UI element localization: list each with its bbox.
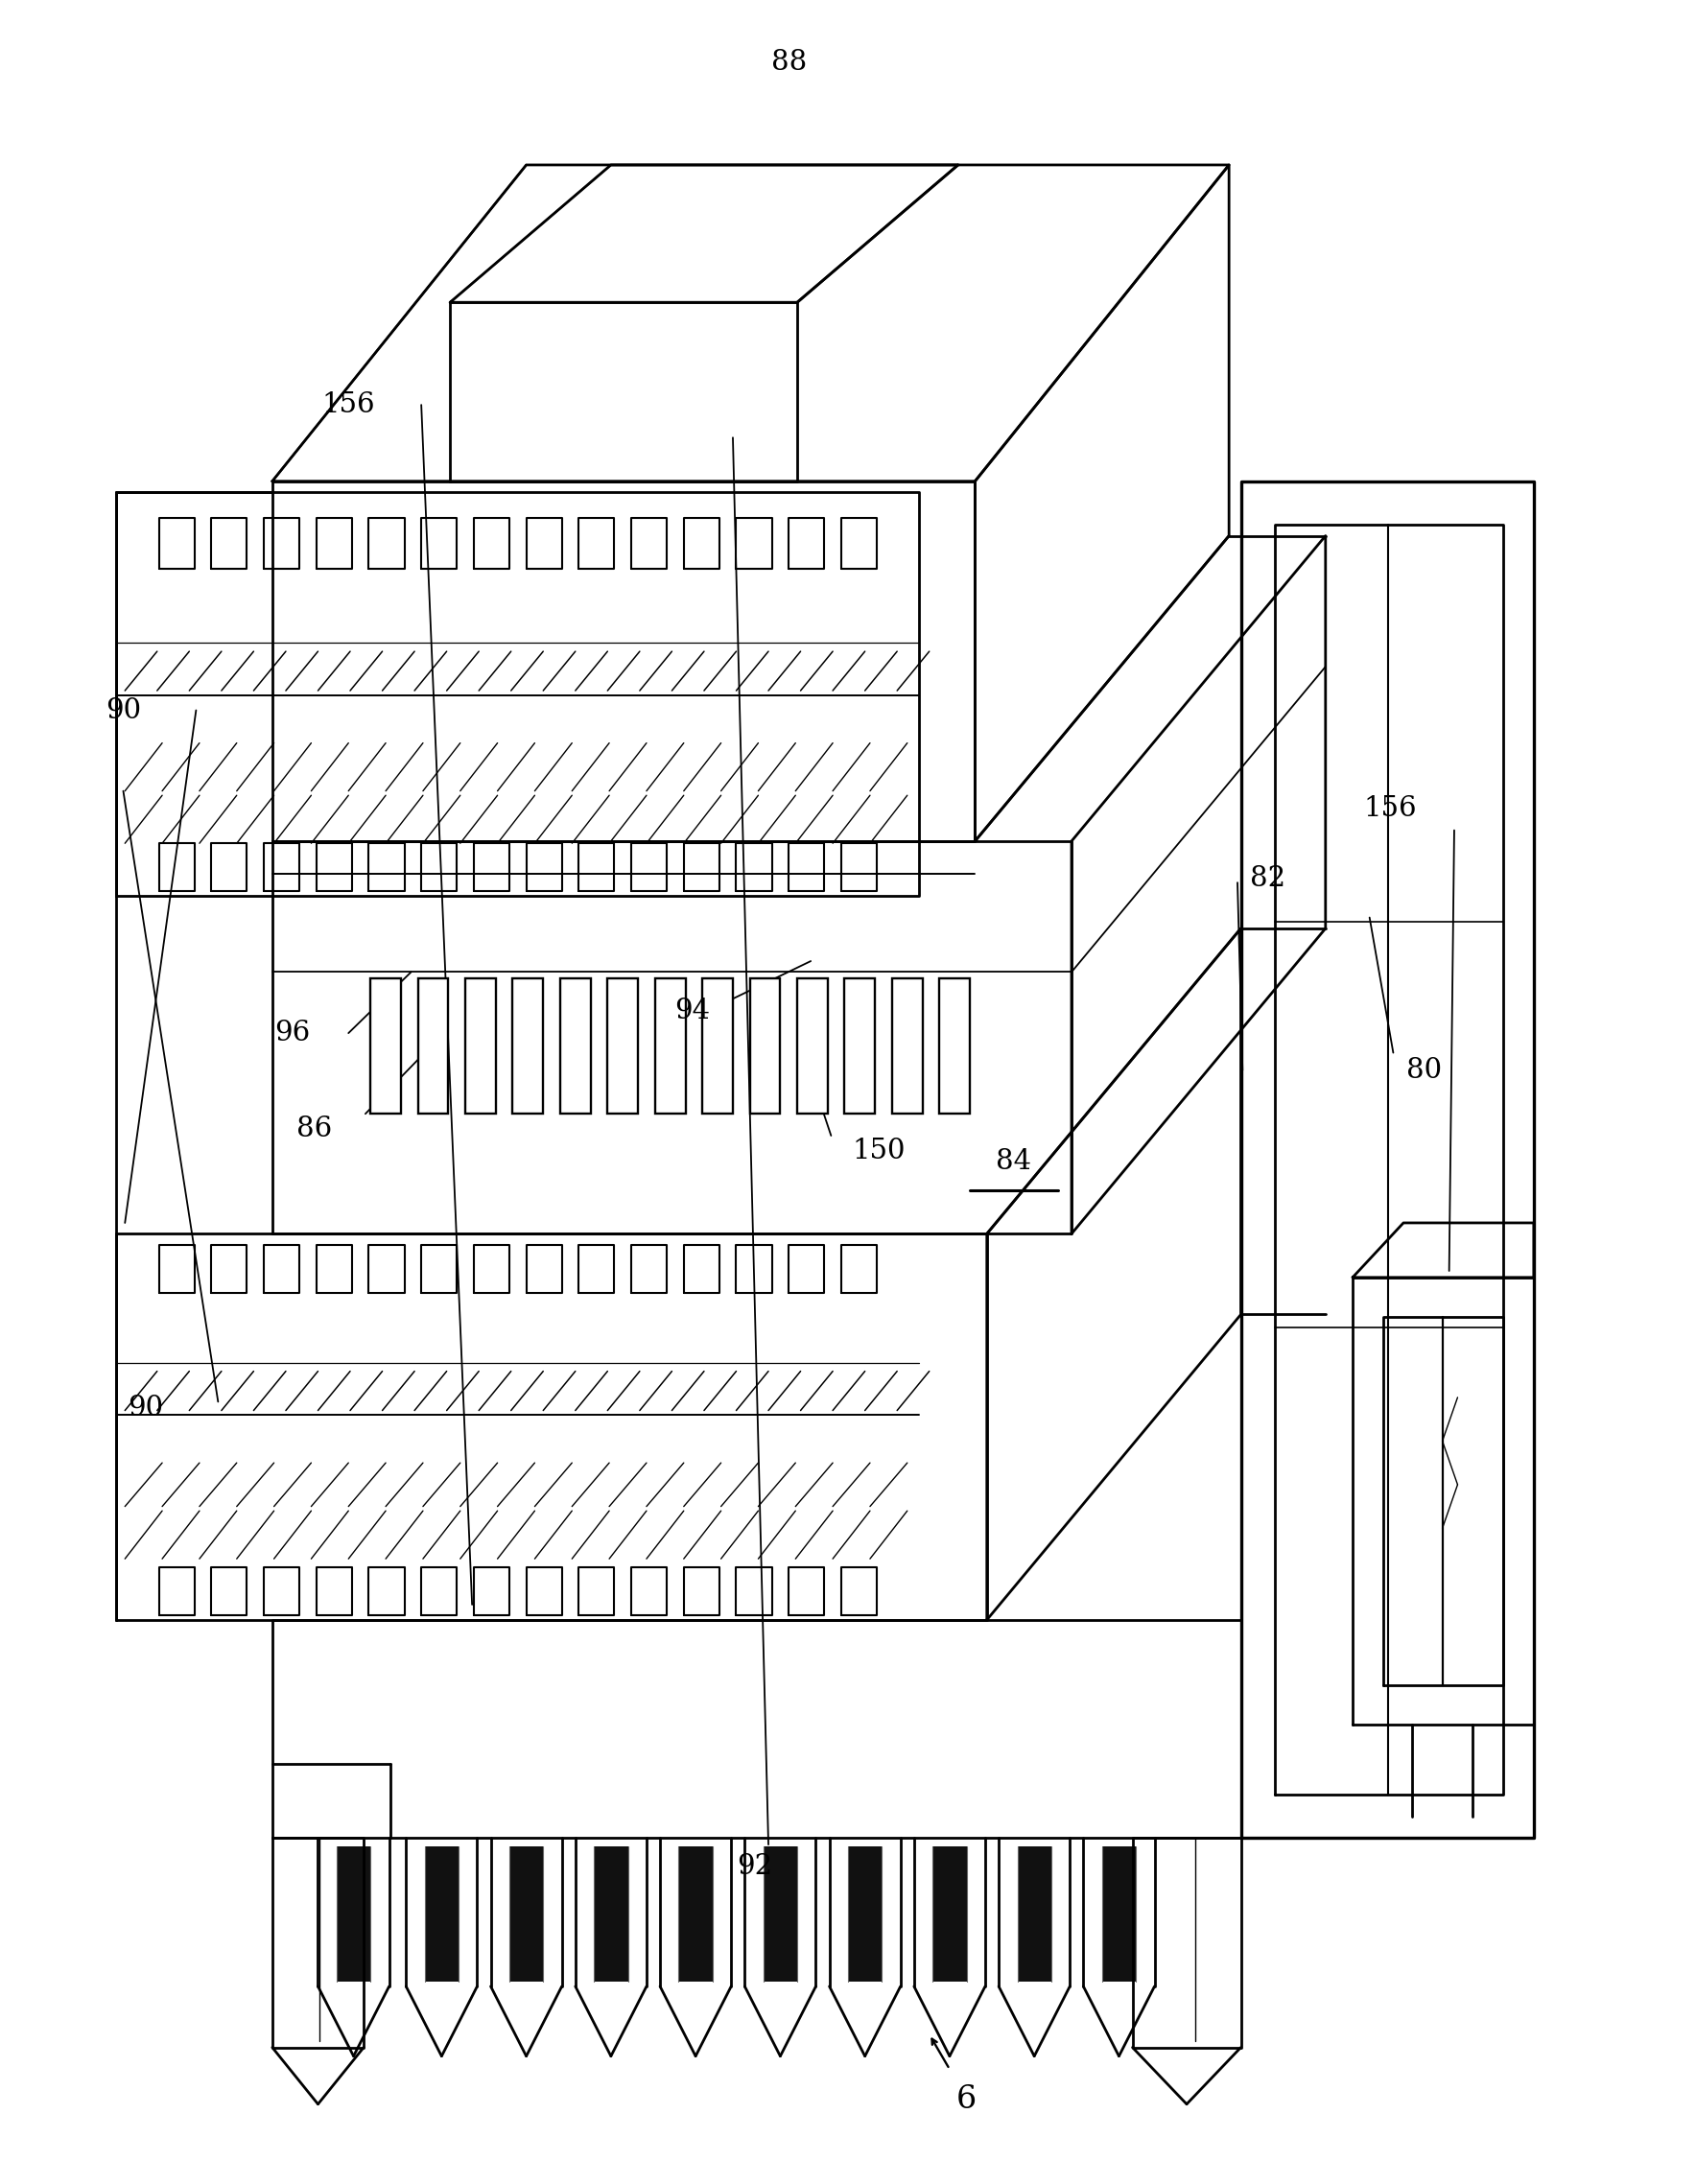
Bar [892, 978, 923, 1114]
Bar [702, 978, 733, 1114]
Bar [940, 978, 970, 1114]
Text: 90: 90 [105, 697, 141, 723]
Bar [1102, 1848, 1136, 1983]
Bar [370, 978, 400, 1114]
Text: 96: 96 [275, 1020, 310, 1046]
Bar [424, 1848, 458, 1983]
Text: 82: 82 [1250, 865, 1286, 891]
Bar [1018, 1848, 1052, 1983]
Bar [336, 1848, 370, 1983]
Bar [560, 978, 590, 1114]
Bar [848, 1848, 882, 1983]
Bar [417, 978, 448, 1114]
Bar [512, 978, 543, 1114]
Text: 6: 6 [957, 2084, 977, 2114]
Bar [678, 1848, 712, 1983]
Bar [750, 978, 780, 1114]
Text: 92: 92 [738, 1852, 773, 1880]
Bar [594, 1848, 628, 1983]
Bar [465, 978, 495, 1114]
Bar [509, 1848, 543, 1983]
Text: 94: 94 [675, 998, 711, 1024]
Bar [655, 978, 685, 1114]
Bar [797, 978, 828, 1114]
Text: 156: 156 [1364, 795, 1416, 821]
Bar [845, 978, 875, 1114]
Text: 150: 150 [851, 1138, 906, 1164]
Bar [933, 1848, 967, 1983]
Text: 80: 80 [1406, 1057, 1442, 1083]
Text: 156: 156 [322, 391, 375, 419]
Text: 86: 86 [297, 1116, 332, 1142]
Text: 84: 84 [996, 1149, 1031, 1175]
Text: 88: 88 [772, 48, 807, 76]
Text: 90: 90 [127, 1396, 163, 1422]
Bar [763, 1848, 797, 1983]
Bar [607, 978, 638, 1114]
